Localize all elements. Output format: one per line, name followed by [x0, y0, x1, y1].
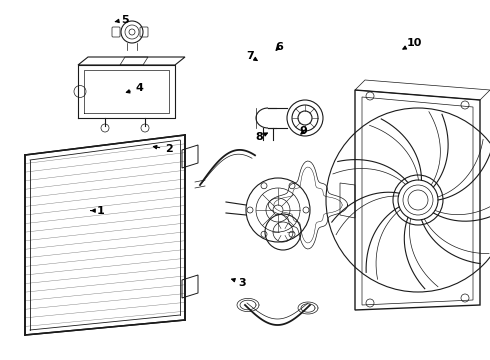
Text: 2: 2 — [153, 144, 173, 154]
Text: 3: 3 — [232, 278, 246, 288]
Text: 8: 8 — [256, 132, 268, 142]
Text: 9: 9 — [300, 126, 308, 136]
Text: 7: 7 — [246, 51, 257, 61]
Text: 10: 10 — [403, 38, 422, 49]
Text: 6: 6 — [275, 42, 283, 52]
Text: 4: 4 — [126, 83, 144, 93]
Text: 5: 5 — [115, 15, 129, 25]
Text: 1: 1 — [91, 206, 104, 216]
